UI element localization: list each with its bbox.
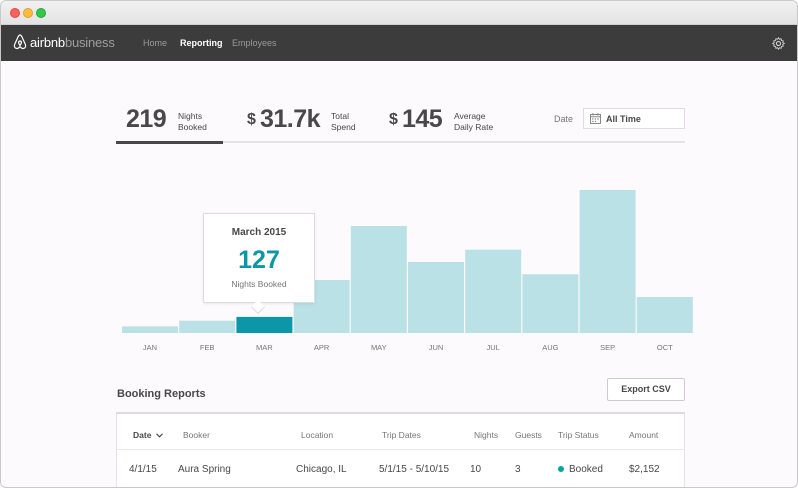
column-header-guests[interactable]: Guests [515,430,542,440]
stats-divider [116,141,685,143]
cell-date: 4/1/15 [129,464,157,475]
chart-month-label-feb: FEB [199,343,215,352]
status-booked-dot-icon [558,466,564,472]
total-spend-value: 31.7k [260,105,321,133]
booking-reports-title: Booking Reports [117,388,206,400]
daily-rate-label: Average Daily Rate [454,111,494,132]
chart-bar-oct[interactable] [636,297,693,333]
minimize-window-button[interactable] [23,8,33,18]
column-header-date[interactable]: Date [133,430,163,440]
chart-bar-jan[interactable] [122,326,178,333]
chart-bar-feb[interactable] [179,320,236,333]
total-spend-label: Total Spend [331,111,356,132]
chart-month-label-jan: JAN [142,343,158,352]
airbnb-business-logo[interactable]: airbnb business [13,34,115,50]
column-header-booker[interactable]: Booker [183,430,210,440]
chart-month-label-sep: SEP [600,343,616,352]
chart-month-label-mar: MAR [256,343,273,352]
chart-month-label-jul: JUL [486,343,500,352]
chart-bar-jul[interactable] [465,249,522,333]
chart-bar-sep[interactable] [579,190,636,333]
logo-text-airbnb: airbnb [30,34,65,50]
chart-month-label-may: MAY [370,343,387,352]
column-header-trip-dates[interactable]: Trip Dates [382,430,421,440]
date-filter-label: Date [554,114,574,124]
cell-trip-status: Booked [569,464,603,475]
cell-guests: 3 [515,464,521,475]
top-navbar: airbnb business Home Reporting Employees [1,25,797,61]
total-spend-currency: $ [247,111,256,128]
nights-booked-chart [122,190,693,333]
chart-month-label-oct: OCT [656,343,673,352]
chart-month-label-jun: JUN [428,343,444,352]
date-filter-select[interactable]: All Time [583,108,685,129]
daily-rate-currency: $ [389,111,398,128]
table-header-divider [117,449,684,450]
calendar-icon [590,113,601,124]
tooltip-label: Nights Booked [231,279,287,289]
chart-month-label-apr: APR [313,343,330,352]
export-csv-button[interactable]: Export CSV [607,378,685,401]
cell-nights: 10 [470,464,482,475]
window-titlebar [1,1,797,25]
logo-text-business: business [64,34,115,50]
column-header-nights[interactable]: Nights [474,430,499,440]
nav-reporting[interactable]: Reporting [180,38,223,48]
cell-location: Chicago, IL [296,464,347,475]
date-filter-value: All Time [606,114,641,124]
chart-bar-jun[interactable] [408,262,464,333]
daily-rate-value: 145 [402,105,443,133]
chart-bar-mar[interactable] [236,316,293,333]
chart-bar-aug[interactable] [522,274,579,333]
close-window-button[interactable] [10,8,20,18]
settings-gear-icon[interactable] [772,37,785,50]
zoom-window-button[interactable] [36,8,46,18]
chevron-down-icon [155,433,163,438]
column-header-amount[interactable]: Amount [629,430,659,440]
cell-booker: Aura Spring [178,464,231,475]
cell-trip-dates: 5/1/15 - 5/10/15 [379,464,450,475]
reports-divider [116,412,685,414]
airbnb-logo-icon [13,34,27,50]
chart-month-label-aug: AUG [542,343,559,352]
booking-reports-table: Date Booker Location Trip Dates Nights G… [116,414,685,487]
tooltip-value: 127 [238,246,280,274]
nav-home[interactable]: Home [143,38,168,48]
column-header-location[interactable]: Location [301,430,334,440]
nights-booked-value: 219 [126,105,167,133]
nights-booked-label: Nights Booked [178,111,207,132]
nav-employees[interactable]: Employees [232,38,277,48]
column-header-trip-status[interactable]: Trip Status [558,430,599,440]
stats-active-indicator [116,141,223,144]
chart-tooltip: March 2015 127 Nights Booked [203,213,315,303]
cell-amount: $2,152 [629,464,660,475]
chart-bar-may[interactable] [350,226,407,333]
tooltip-month: March 2015 [231,227,287,238]
